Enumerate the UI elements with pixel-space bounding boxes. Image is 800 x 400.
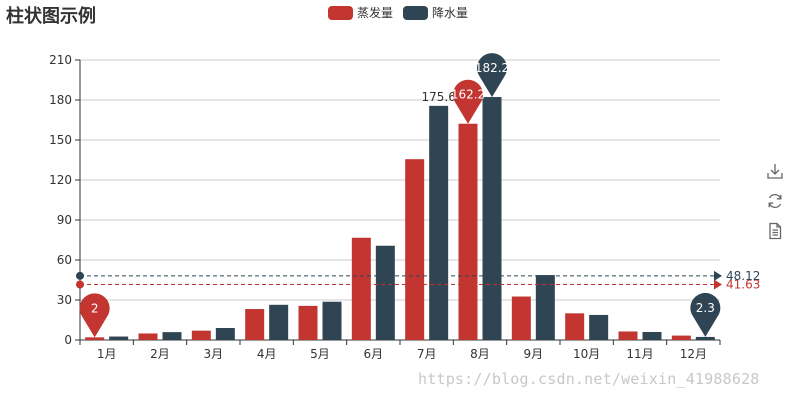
bar bbox=[85, 337, 105, 340]
y-tick-label: 150 bbox=[49, 133, 72, 147]
bar bbox=[269, 304, 289, 340]
bar bbox=[589, 314, 609, 340]
mark-point-label: 162.2 bbox=[451, 88, 485, 102]
bar bbox=[405, 159, 425, 340]
mark-line-arrow bbox=[714, 270, 722, 281]
x-tick-label: 12月 bbox=[680, 347, 707, 361]
bar bbox=[618, 331, 638, 340]
bar bbox=[511, 296, 531, 340]
mark-point-pin bbox=[452, 79, 483, 124]
bar bbox=[375, 245, 395, 340]
data-label: 175.6 bbox=[421, 90, 455, 104]
toolbox bbox=[766, 162, 784, 240]
watermark: https://blog.csdn.net/weixin_41988628 bbox=[418, 370, 760, 388]
y-tick-label: 180 bbox=[49, 93, 72, 107]
x-tick-label: 3月 bbox=[204, 347, 224, 361]
y-tick-label: 120 bbox=[49, 173, 72, 187]
x-tick-label: 2月 bbox=[150, 347, 170, 361]
x-tick-label: 9月 bbox=[524, 347, 544, 361]
x-tick-label: 8月 bbox=[470, 347, 490, 361]
refresh-icon[interactable] bbox=[766, 192, 784, 210]
legend-label-evaporation: 蒸发量 bbox=[357, 6, 394, 20]
legend-label-precipitation: 降水量 bbox=[432, 6, 469, 20]
download-icon[interactable] bbox=[766, 162, 784, 180]
x-tick-label: 1月 bbox=[97, 347, 117, 361]
mark-line-start bbox=[76, 280, 84, 289]
bar bbox=[429, 105, 449, 340]
bar bbox=[695, 336, 715, 340]
y-tick-label: 30 bbox=[57, 293, 72, 307]
bar bbox=[109, 336, 129, 340]
legend: 蒸发量 降水量 bbox=[328, 4, 468, 21]
x-tick-label: 6月 bbox=[364, 347, 384, 361]
mark-line-arrow bbox=[714, 279, 722, 290]
x-tick-label: 7月 bbox=[417, 347, 437, 361]
bar bbox=[191, 330, 211, 340]
document-icon[interactable] bbox=[766, 222, 784, 240]
y-tick-label: 90 bbox=[57, 213, 72, 227]
bar bbox=[138, 333, 158, 340]
bar bbox=[535, 275, 555, 340]
legend-item-evaporation[interactable]: 蒸发量 bbox=[328, 4, 393, 21]
bar bbox=[482, 97, 502, 340]
bar bbox=[162, 332, 182, 340]
chart-title: 柱状图示例 bbox=[6, 6, 96, 27]
bar bbox=[671, 335, 691, 340]
y-tick-label: 60 bbox=[57, 253, 72, 267]
x-tick-label: 4月 bbox=[257, 347, 277, 361]
bar bbox=[215, 328, 235, 340]
bar bbox=[245, 309, 265, 340]
mark-point-pin bbox=[690, 292, 721, 337]
mark-line-label: 41.63 bbox=[726, 277, 760, 291]
x-tick-label: 10月 bbox=[573, 347, 600, 361]
y-tick-label: 210 bbox=[49, 53, 72, 67]
legend-item-precipitation[interactable]: 降水量 bbox=[403, 4, 468, 21]
mark-point-label: 182.2 bbox=[475, 61, 509, 75]
legend-swatch-evaporation bbox=[328, 5, 353, 20]
x-tick-label: 11月 bbox=[626, 347, 653, 361]
y-tick-label: 0 bbox=[64, 333, 72, 347]
bar bbox=[565, 313, 585, 340]
mark-point-pin bbox=[79, 293, 110, 338]
mark-line-start bbox=[76, 271, 84, 280]
mark-point-label: 2 bbox=[91, 301, 99, 315]
x-tick-label: 5月 bbox=[310, 347, 330, 361]
bar bbox=[458, 123, 478, 340]
bar bbox=[642, 332, 662, 340]
bar bbox=[322, 301, 342, 340]
bar bbox=[298, 305, 318, 340]
mark-point-pin bbox=[477, 53, 508, 98]
bar bbox=[351, 237, 371, 340]
mark-line-label: 48.12 bbox=[726, 269, 760, 283]
legend-swatch-precipitation bbox=[403, 5, 429, 20]
mark-point-label: 2.3 bbox=[696, 301, 715, 315]
